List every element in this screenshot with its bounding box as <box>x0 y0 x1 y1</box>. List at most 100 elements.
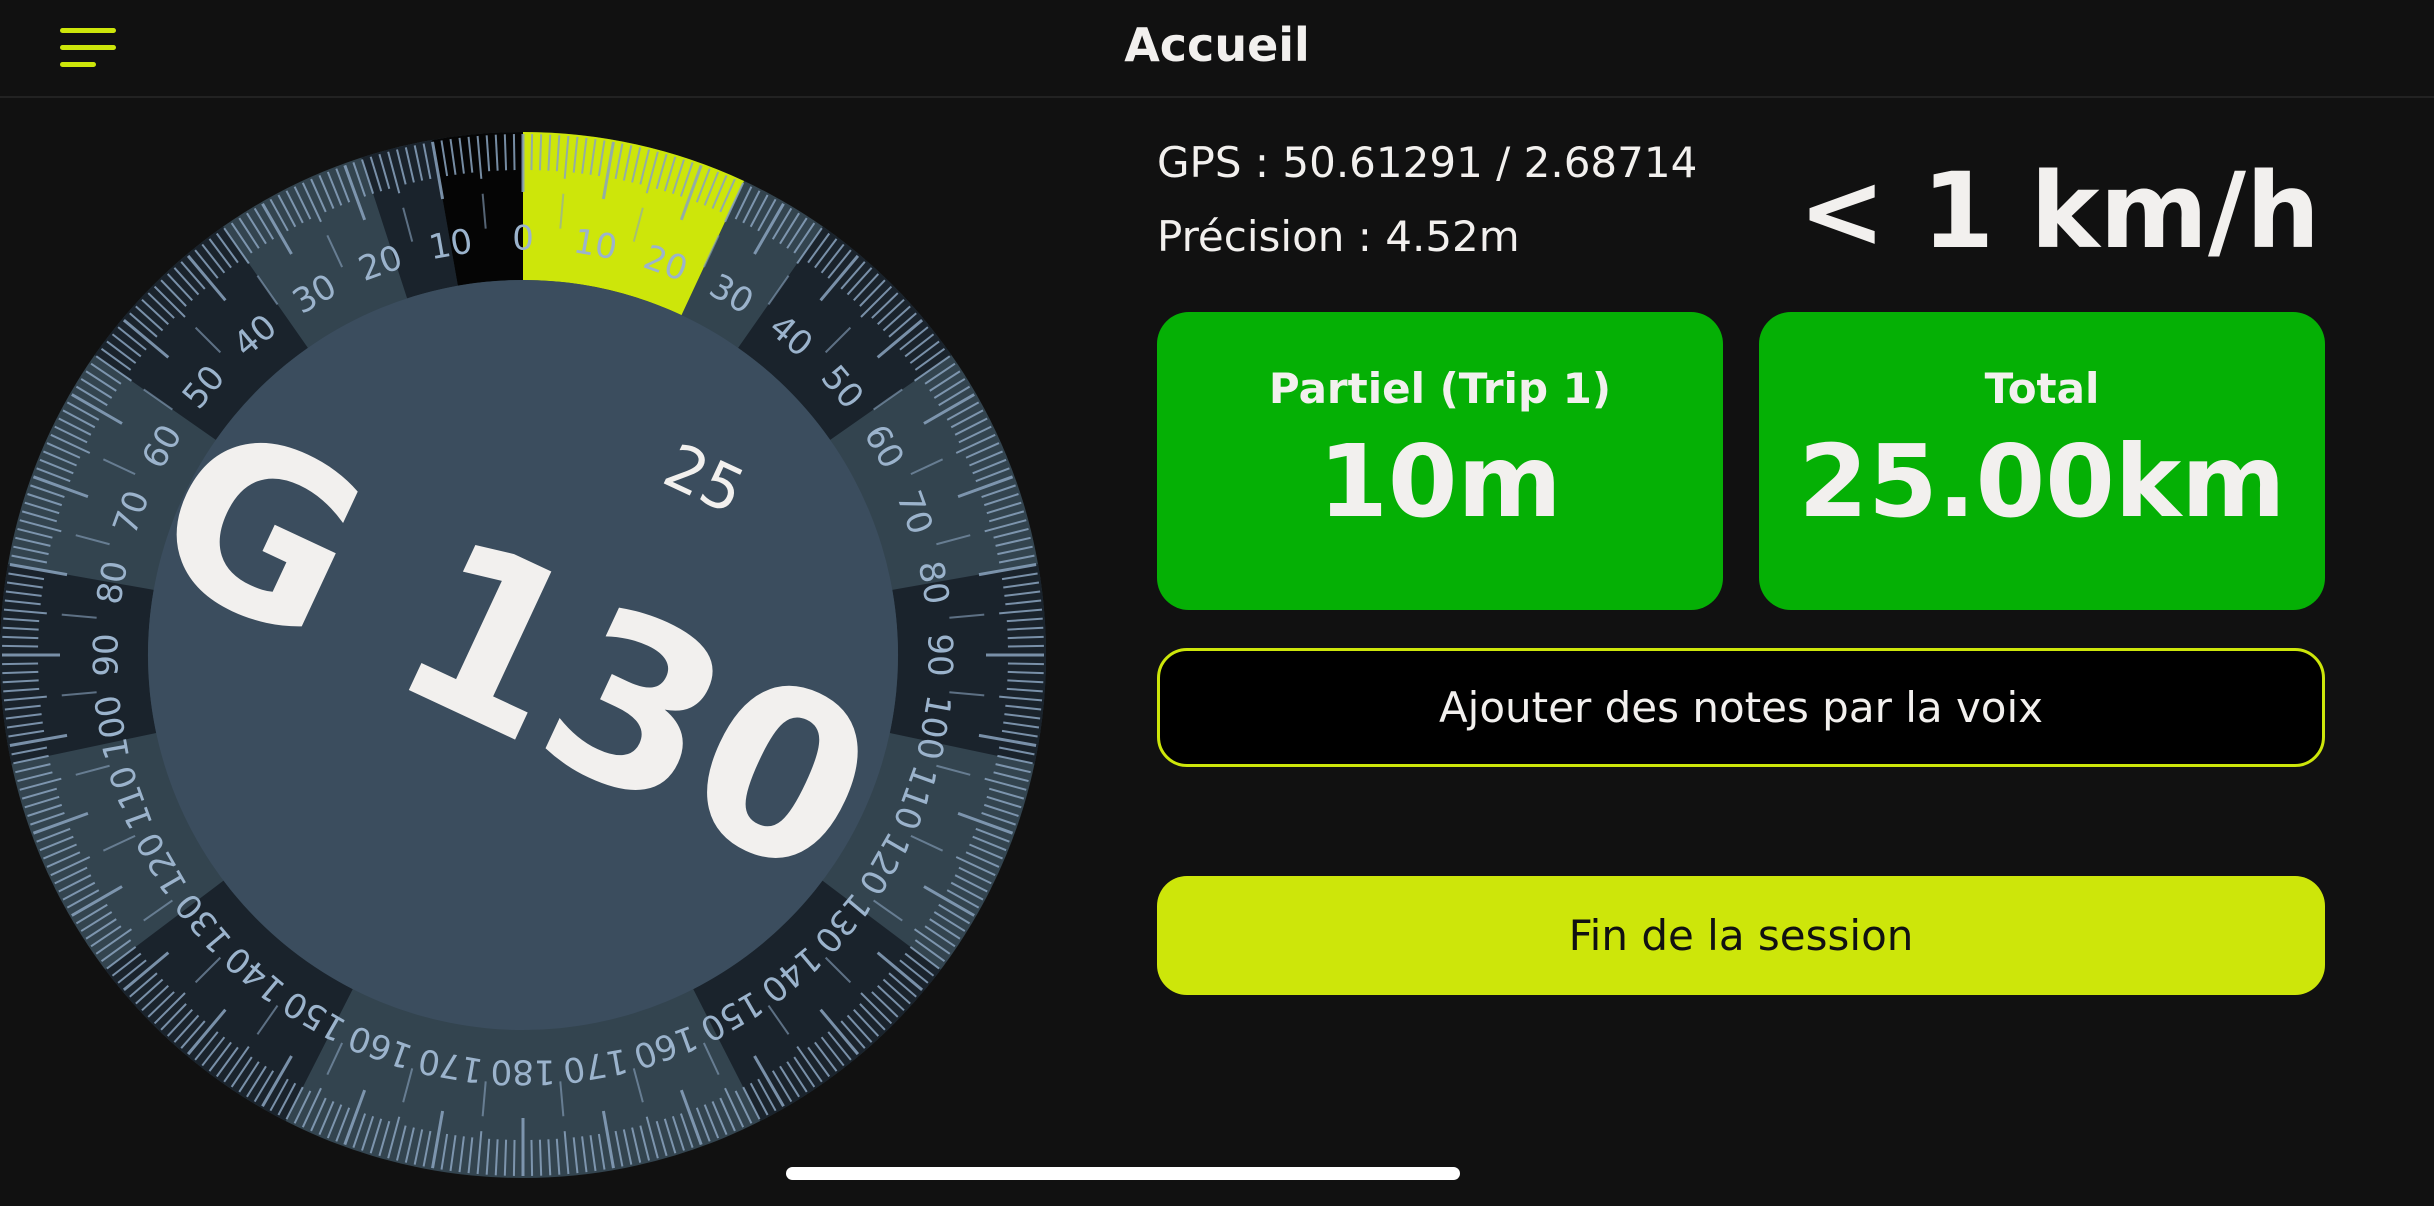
dial-tick <box>129 972 158 998</box>
dial-tick <box>194 956 222 984</box>
speed-readout: < 1 km/h <box>1798 150 2320 272</box>
dial-tick <box>820 243 845 274</box>
dial-tick <box>166 1009 193 1037</box>
dial-tick <box>877 298 905 325</box>
dial-tick <box>512 1139 516 1176</box>
dial-label: 90 <box>920 633 960 676</box>
dial-tick <box>8 572 45 581</box>
dial-tick <box>54 866 88 885</box>
dial-tick <box>663 1118 677 1154</box>
dial-tick <box>986 795 1022 809</box>
dial-tick <box>378 1120 391 1157</box>
dial-tick <box>11 554 48 564</box>
dial-tick <box>950 881 984 901</box>
dial-tick <box>645 151 659 194</box>
dial-tick <box>1004 590 1041 597</box>
dial-tick <box>387 151 401 194</box>
dial-tick <box>767 275 790 305</box>
dial-tick <box>655 153 668 190</box>
gps-coordinates: GPS : 50.61291 / 2.68714 <box>1157 138 1698 187</box>
dial-tick <box>238 217 260 249</box>
dial-tick <box>30 484 65 499</box>
dial-tick <box>888 972 917 998</box>
dial-tick <box>62 881 96 901</box>
dial-tick <box>111 333 142 358</box>
dial-tick <box>318 175 335 209</box>
dial-tick <box>269 1078 289 1112</box>
dial-tick <box>581 1136 588 1173</box>
end-session-button[interactable]: Fin de la session <box>1157 876 2325 995</box>
dial-tick <box>285 190 304 224</box>
dial-tick <box>949 691 985 697</box>
dial-tick <box>387 1116 401 1159</box>
dial-tick <box>1003 721 1040 729</box>
dial-tick <box>43 450 77 467</box>
dial-tick <box>66 401 100 421</box>
dial-tick <box>246 1065 267 1098</box>
page-title: Accueil <box>1124 18 1310 72</box>
dial-tick <box>563 135 570 179</box>
dial-tick <box>85 370 117 392</box>
dial-tick <box>458 137 465 174</box>
total-value: 25.00km <box>1798 423 2286 540</box>
dial-tick <box>201 243 226 274</box>
dial-tick <box>929 370 961 392</box>
dial-tick <box>24 795 60 809</box>
dial-tick <box>326 171 343 206</box>
dial-tick <box>695 1107 711 1142</box>
dial-tick <box>909 946 940 970</box>
dial-tick <box>431 141 445 200</box>
dial-tick <box>485 135 491 172</box>
dial-tick <box>997 754 1033 765</box>
dial-tick <box>449 1135 457 1172</box>
dial-tick <box>449 138 457 175</box>
dial-tick <box>631 1127 642 1163</box>
dial-tick <box>547 1139 552 1176</box>
dial-tick <box>965 442 1000 459</box>
dial-tick <box>46 851 81 868</box>
dial-tick <box>261 1055 293 1107</box>
dial-tick <box>2 662 39 666</box>
dial-tick <box>494 1139 499 1176</box>
dial-tick <box>17 771 53 783</box>
dial-tick <box>909 340 940 364</box>
dial-tick <box>458 1136 465 1173</box>
dial-tick <box>954 874 988 893</box>
dial-tick <box>413 1129 424 1165</box>
dial-tick <box>208 1041 232 1072</box>
dial-tick <box>639 1125 651 1161</box>
voice-notes-button[interactable]: Ajouter des notes par la voix <box>1157 648 2325 767</box>
dial-tick <box>984 519 1027 533</box>
dial-tick <box>39 458 74 475</box>
dial-tick <box>999 695 1043 702</box>
dial-tick <box>853 1009 880 1037</box>
dial-tick <box>293 1090 312 1124</box>
dial-tick <box>601 141 615 200</box>
dial-tick <box>238 1061 260 1093</box>
dial-tick <box>476 1131 483 1175</box>
dial-tick <box>972 835 1007 852</box>
dial-tick <box>256 275 279 305</box>
dial-tick <box>180 1020 206 1049</box>
hamburger-menu-icon[interactable] <box>60 28 116 68</box>
dial-tick <box>711 1101 728 1135</box>
dial-tick <box>494 134 499 171</box>
dial-tick <box>352 162 367 197</box>
dial-tick <box>9 563 68 577</box>
dial-tick <box>285 1086 304 1120</box>
dial-tick <box>950 409 984 429</box>
home-indicator[interactable] <box>786 1167 1460 1180</box>
dial-tick <box>4 704 41 711</box>
dial-tick <box>481 193 487 229</box>
dial-tick <box>32 811 89 835</box>
dial-tick <box>15 536 51 547</box>
dial-tick <box>757 198 777 232</box>
dial-tick <box>215 1046 239 1078</box>
dial-tick <box>703 1104 720 1139</box>
dial-tick <box>15 763 51 774</box>
dial-tick <box>194 326 222 354</box>
dial-tick <box>2 670 39 675</box>
dial-tick <box>95 928 133 955</box>
dial-tick <box>8 729 45 738</box>
